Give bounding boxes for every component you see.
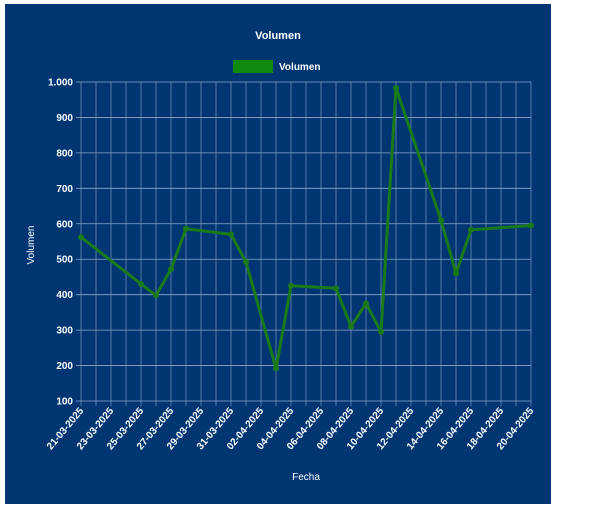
y-tick-label: 400 bbox=[56, 290, 73, 301]
chart-title: Volumen bbox=[255, 30, 301, 42]
x-axis-label: Fecha bbox=[292, 472, 320, 483]
y-tick-label: 1.000 bbox=[48, 78, 73, 89]
data-point[interactable] bbox=[153, 292, 159, 299]
data-point[interactable] bbox=[168, 266, 174, 273]
data-point[interactable] bbox=[273, 365, 279, 372]
data-point[interactable] bbox=[348, 323, 354, 330]
legend[interactable]: Volumen bbox=[233, 60, 320, 73]
y-tick-label: 900 bbox=[56, 113, 73, 124]
data-point[interactable] bbox=[363, 300, 369, 307]
data-point[interactable] bbox=[333, 285, 339, 292]
data-point[interactable] bbox=[393, 85, 399, 92]
data-point[interactable] bbox=[78, 234, 84, 241]
x-axis-ticks: 21-03-202523-03-202525-03-202527-03-2025… bbox=[45, 406, 537, 453]
y-tick-label: 800 bbox=[56, 148, 73, 159]
data-point[interactable] bbox=[438, 217, 444, 224]
legend-swatch bbox=[233, 60, 273, 73]
y-tick-label: 700 bbox=[56, 184, 73, 195]
y-tick-label: 600 bbox=[56, 219, 73, 230]
y-tick-label: 300 bbox=[56, 326, 73, 337]
data-point[interactable] bbox=[228, 231, 234, 238]
chart-panel: Volumen Volumen 1.000 900 800 700 600 500 400 3… bbox=[5, 4, 551, 504]
data-point[interactable] bbox=[378, 328, 384, 335]
series-line-volumen bbox=[80, 86, 532, 370]
data-point[interactable] bbox=[183, 225, 189, 232]
y-axis-ticks: 1.000 900 800 700 600 500 400 300 200 100 bbox=[48, 78, 73, 408]
data-point[interactable] bbox=[468, 226, 474, 233]
grid bbox=[76, 81, 532, 406]
y-tick-label: 200 bbox=[56, 361, 73, 372]
data-point[interactable] bbox=[453, 270, 459, 277]
y-axis-label: Volumen bbox=[26, 226, 37, 265]
data-point[interactable] bbox=[288, 282, 294, 289]
legend-label: Volumen bbox=[279, 62, 320, 73]
y-tick-label: 100 bbox=[56, 397, 73, 408]
line-chart: Volumen Volumen 1.000 900 800 700 600 500 400 3… bbox=[26, 30, 537, 483]
y-tick-label: 500 bbox=[56, 255, 73, 266]
data-point[interactable] bbox=[138, 281, 144, 288]
data-point[interactable] bbox=[528, 222, 534, 229]
data-point[interactable] bbox=[243, 259, 249, 266]
series-points bbox=[78, 85, 534, 372]
